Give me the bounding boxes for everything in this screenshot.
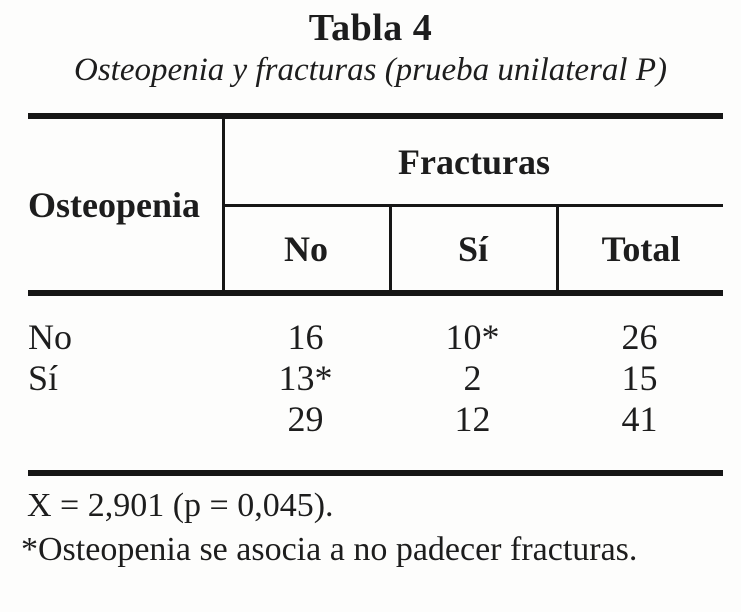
table-cell: 41 — [621, 399, 658, 439]
column-header-si: Sí — [457, 228, 489, 269]
table-cell: 10* — [445, 317, 500, 357]
table-row-osteopenia-si: Sí 13* 2 15 — [28, 357, 723, 399]
table-row-osteopenia-no: No 16 10* 26 — [28, 316, 723, 358]
row-label — [28, 398, 222, 440]
si-total-column-divider — [556, 204, 559, 290]
table-caption: Osteopenia y fracturas (prueba unilatera… — [73, 52, 667, 88]
column-header-total: Total — [601, 228, 681, 269]
table-cell: 2 — [463, 358, 482, 398]
column-header-no: No — [284, 228, 328, 269]
top-rule — [28, 113, 723, 119]
table-row-totals: 29 12 41 — [28, 398, 723, 440]
statistic-note: X = 2,901 (p = 0,045). — [27, 487, 334, 524]
table-cell: 12 — [454, 399, 491, 439]
rowheader-column-divider — [222, 119, 225, 290]
table-cell: 16 — [287, 317, 324, 357]
row-header-osteopenia: Osteopenia — [28, 184, 201, 225]
row-label: Sí — [28, 358, 59, 398]
bottom-rule — [28, 470, 723, 476]
table-cell: 29 — [287, 399, 324, 439]
header-body-rule — [28, 290, 723, 296]
no-si-column-divider — [389, 204, 392, 290]
row-label: No — [28, 317, 72, 357]
table-cell: 15 — [621, 358, 658, 398]
header-divider-rule — [222, 204, 723, 207]
table-cell: 26 — [621, 317, 658, 357]
column-group-fracturas: Fracturas — [398, 141, 550, 182]
asterisk-footnote: *Osteopenia se asocia a no padecer fract… — [21, 531, 638, 568]
table-cell: 13* — [278, 358, 333, 398]
table-number-title: Tabla 4 — [308, 7, 433, 49]
